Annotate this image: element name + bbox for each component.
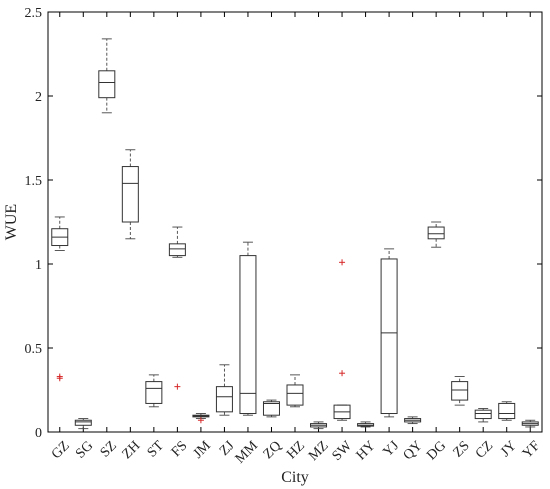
box-hy [357, 421, 375, 428]
box-iqr [498, 402, 516, 420]
box-iqr [262, 401, 280, 416]
box-zs [451, 376, 469, 406]
box-fs [168, 226, 186, 390]
box-qy [404, 416, 422, 425]
y-tick-label: 2 [35, 90, 42, 105]
x-tick-label-sz: SZ [98, 438, 120, 460]
outlier-marker [197, 417, 204, 424]
box-iqr [215, 386, 233, 413]
box-mz [310, 421, 328, 430]
x-axis-title: City [281, 469, 309, 486]
box-cz [474, 408, 492, 423]
box-zj [215, 364, 233, 416]
x-tick-label-mm: MM [233, 438, 262, 467]
x-tick-label-hy: HY [354, 438, 379, 463]
box-zq [262, 399, 280, 418]
box-iqr [427, 226, 445, 240]
box-hz [286, 374, 304, 408]
box-yj [380, 248, 398, 418]
outlier-marker [339, 259, 346, 266]
box-iqr [145, 381, 163, 404]
box-mm [239, 241, 257, 416]
outlier-marker [56, 373, 63, 380]
box-st [145, 374, 163, 408]
x-tick-label-jm: JM [191, 438, 215, 462]
box-series [51, 38, 539, 430]
x-tick-label-hz: HZ [284, 438, 308, 462]
x-tick-label-qy: QY [401, 438, 426, 463]
x-tick-label-gz: GZ [49, 438, 73, 462]
x-tick-label-st: ST [145, 438, 167, 460]
y-tick-label: 1.5 [25, 174, 43, 189]
box-jm [192, 413, 210, 424]
box-iqr [98, 70, 116, 99]
x-tick-label-zs: ZS [451, 438, 473, 460]
y-tick-label: 0.5 [25, 342, 43, 357]
box-iqr [168, 243, 186, 257]
y-axis-title: WUE [3, 204, 20, 240]
x-tick-label-dg: DG [424, 438, 449, 463]
box-gz [51, 216, 69, 382]
box-dg [427, 221, 445, 248]
box-yf [521, 419, 539, 428]
outlier-marker [339, 370, 346, 377]
x-tick-label-cz: CZ [473, 438, 496, 461]
box-iqr [474, 409, 492, 420]
x-tick-label-sg: SG [73, 438, 96, 461]
box-iqr [286, 384, 304, 406]
box-zh [121, 149, 139, 240]
x-tick-label-fs: FS [169, 438, 191, 460]
box-sw [333, 259, 351, 421]
box-iqr [74, 419, 92, 426]
box-iqr [239, 255, 257, 415]
x-tick-label-jy: JY [498, 438, 520, 460]
x-tick-label-zh: ZH [120, 438, 144, 462]
outlier-marker [174, 383, 181, 390]
x-tick-label-zq: ZQ [261, 438, 285, 462]
box-iqr [380, 258, 398, 415]
x-tick-label-sw: SW [330, 438, 356, 464]
box-sg [74, 418, 92, 430]
y-tick-label: 1 [35, 258, 42, 273]
y-axis-ticks: 0 0.5 1 1.5 2 2.5 [25, 6, 542, 441]
box-iqr [121, 166, 139, 223]
y-tick-label: 0 [35, 426, 42, 441]
box-sz [98, 38, 116, 114]
x-tick-label-yj: YJ [381, 438, 403, 460]
y-tick-label: 2.5 [25, 6, 43, 21]
box-jy [498, 401, 516, 421]
x-tick-label-mz: MZ [306, 438, 331, 463]
box-iqr [451, 381, 469, 401]
x-tick-label-yf: YF [520, 438, 543, 461]
